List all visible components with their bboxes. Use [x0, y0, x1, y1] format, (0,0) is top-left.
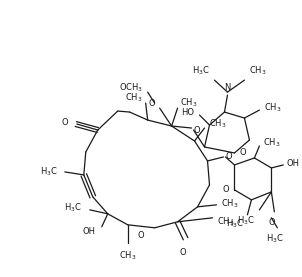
Text: OCH$_3$: OCH$_3$: [118, 82, 143, 94]
Text: H$_3$C: H$_3$C: [64, 202, 82, 214]
Text: CH$_3$: CH$_3$: [125, 92, 143, 104]
Text: CH$_3$: CH$_3$: [217, 216, 235, 228]
Text: H$_3$C: H$_3$C: [266, 233, 284, 245]
Text: O: O: [268, 218, 275, 227]
Text: O: O: [226, 152, 232, 161]
Text: CH$_3$: CH$_3$: [208, 118, 226, 130]
Text: CH$_3$: CH$_3$: [249, 65, 267, 77]
Text: CH$_3$: CH$_3$: [119, 250, 137, 262]
Text: CH$_3$: CH$_3$: [264, 102, 282, 114]
Text: CH$_3$: CH$_3$: [221, 198, 239, 210]
Text: H$_3$C: H$_3$C: [40, 166, 58, 178]
Text: OH: OH: [286, 160, 299, 168]
Text: O: O: [194, 125, 200, 135]
Text: CH$_3$: CH$_3$: [263, 137, 281, 149]
Text: H$_3$C: H$_3$C: [226, 218, 243, 230]
Text: O: O: [61, 117, 68, 127]
Text: N: N: [224, 83, 231, 92]
Text: O: O: [137, 231, 144, 240]
Text: O: O: [179, 248, 186, 257]
Text: OH: OH: [83, 227, 96, 236]
Text: CH$_3$: CH$_3$: [180, 97, 197, 109]
Text: O: O: [148, 99, 155, 107]
Text: HO: HO: [182, 107, 194, 117]
Text: H$_3$C: H$_3$C: [192, 65, 210, 77]
Text: O: O: [223, 185, 230, 194]
Text: O: O: [239, 148, 246, 157]
Text: H$_3$C: H$_3$C: [236, 215, 254, 227]
